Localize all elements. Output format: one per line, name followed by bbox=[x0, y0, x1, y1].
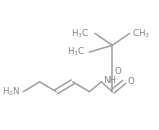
Text: O: O bbox=[127, 77, 134, 86]
Text: H$_3$C: H$_3$C bbox=[71, 27, 89, 40]
Text: H$_2$N: H$_2$N bbox=[2, 85, 20, 98]
Text: CH$_3$: CH$_3$ bbox=[132, 27, 150, 40]
Text: NH: NH bbox=[103, 76, 116, 85]
Text: O: O bbox=[114, 67, 121, 76]
Text: H$_3$C: H$_3$C bbox=[67, 46, 86, 58]
